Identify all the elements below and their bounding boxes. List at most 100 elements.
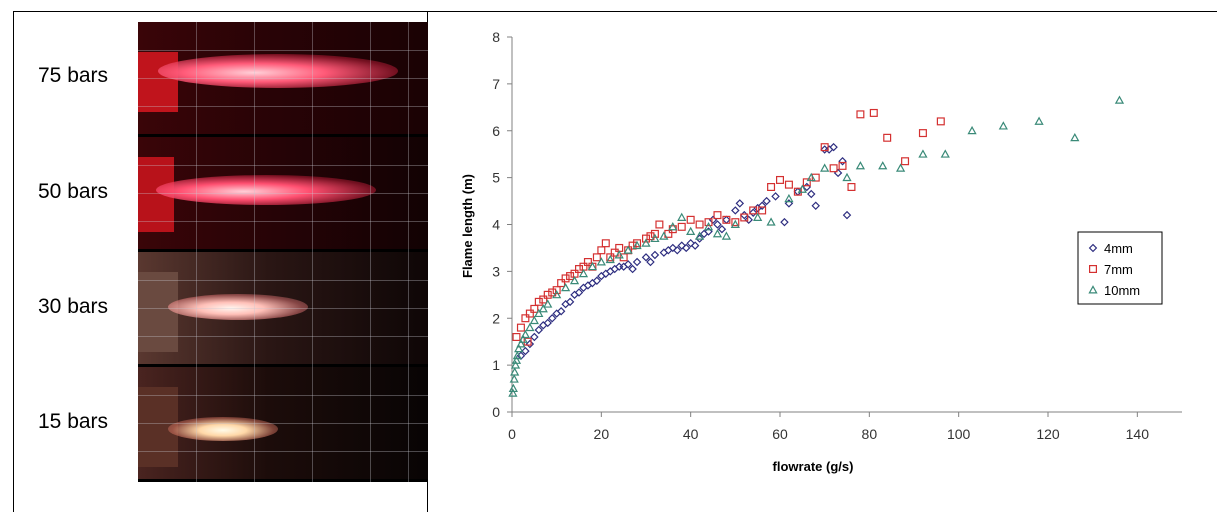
y-tick-label: 0 xyxy=(492,404,500,420)
data-point xyxy=(677,212,687,221)
data-point xyxy=(512,333,521,342)
data-point xyxy=(659,248,669,257)
data-point xyxy=(655,220,664,229)
data-point xyxy=(753,212,763,221)
data-point xyxy=(677,241,686,250)
data-point xyxy=(784,199,794,208)
data-point xyxy=(717,224,727,234)
photo-grid-line xyxy=(138,395,428,396)
y-tick-label: 7 xyxy=(492,76,500,92)
x-tick-label: 20 xyxy=(594,426,610,442)
flame-photo-30-bars xyxy=(138,252,428,364)
data-point xyxy=(508,383,518,393)
data-point xyxy=(1114,95,1125,104)
data-point xyxy=(856,110,865,119)
data-point xyxy=(543,318,552,328)
data-point xyxy=(708,215,718,225)
y-tick-label: 3 xyxy=(492,263,500,279)
data-point xyxy=(731,206,740,215)
data-point xyxy=(807,189,816,199)
x-tick-label: 60 xyxy=(772,426,788,442)
data-point xyxy=(771,192,780,201)
data-point xyxy=(619,262,628,271)
data-point xyxy=(730,219,740,228)
data-point xyxy=(895,163,906,172)
series-4mm xyxy=(516,142,852,360)
photo-grid-line xyxy=(138,451,428,452)
data-point xyxy=(509,374,519,383)
data-point xyxy=(824,145,834,154)
photo-grid-line xyxy=(138,336,428,337)
data-point xyxy=(713,220,722,229)
data-point xyxy=(820,163,830,172)
data-point xyxy=(530,332,539,342)
data-point xyxy=(677,222,686,231)
data-point xyxy=(521,314,530,323)
data-point xyxy=(539,295,548,304)
data-point xyxy=(940,149,950,158)
data-point xyxy=(744,215,753,225)
y-tick-label: 2 xyxy=(492,310,500,326)
flame-photo-strip xyxy=(138,22,428,482)
data-point xyxy=(650,250,660,260)
data-point xyxy=(592,253,601,262)
data-point xyxy=(510,360,521,369)
data-point xyxy=(664,246,673,255)
data-point xyxy=(543,299,553,308)
data-point xyxy=(601,269,611,278)
data-point xyxy=(784,193,794,203)
data-point xyxy=(641,253,651,262)
data-point xyxy=(703,222,714,231)
data-point xyxy=(883,133,892,142)
flame-photo-50-bars xyxy=(138,137,428,249)
flame-photo-75-bars xyxy=(138,22,428,134)
y-tick-label: 8 xyxy=(492,29,500,45)
pressure-label-75: 75 bars xyxy=(38,64,109,87)
data-point xyxy=(838,161,847,170)
data-point xyxy=(811,201,820,210)
data-point xyxy=(749,206,758,215)
data-point xyxy=(650,229,659,238)
data-point xyxy=(520,329,531,339)
photo-grid-line xyxy=(138,280,428,281)
flame-photo-panel: 75 bars 50 bars 30 bars 15 bars xyxy=(14,12,428,512)
data-point xyxy=(552,289,562,299)
photo-grid-line xyxy=(138,106,428,107)
data-point xyxy=(529,315,539,325)
photo-grid-line xyxy=(254,22,255,482)
data-point xyxy=(623,245,633,254)
data-point xyxy=(610,264,619,274)
photo-grid-line xyxy=(138,165,428,166)
data-point xyxy=(936,117,945,126)
photo-grid-line xyxy=(138,78,428,79)
data-point xyxy=(878,161,888,170)
x-tick-label: 140 xyxy=(1126,426,1150,442)
data-point xyxy=(695,220,704,229)
photo-grid-line xyxy=(138,50,428,51)
y-tick-label: 4 xyxy=(492,217,500,233)
data-point xyxy=(855,161,866,170)
data-point xyxy=(543,290,552,299)
data-point xyxy=(569,275,580,285)
photo-grid-line xyxy=(138,221,428,222)
data-point xyxy=(623,260,633,269)
data-point xyxy=(673,246,682,255)
data-point xyxy=(614,262,624,271)
data-point xyxy=(735,199,745,208)
x-axis-title: flowrate (g/s) xyxy=(773,459,854,474)
data-point xyxy=(518,334,528,343)
x-tick-label: 80 xyxy=(862,426,878,442)
data-point xyxy=(601,239,610,248)
data-point xyxy=(552,309,561,318)
data-point xyxy=(1070,132,1080,142)
data-point xyxy=(721,231,732,240)
photo-grid-line xyxy=(138,193,428,194)
data-point xyxy=(842,210,852,220)
data-point xyxy=(525,309,534,318)
data-point xyxy=(806,172,816,182)
data-point xyxy=(606,253,615,262)
data-point xyxy=(574,288,584,297)
legend-marker-10mm xyxy=(1088,285,1098,294)
data-point xyxy=(784,180,793,189)
